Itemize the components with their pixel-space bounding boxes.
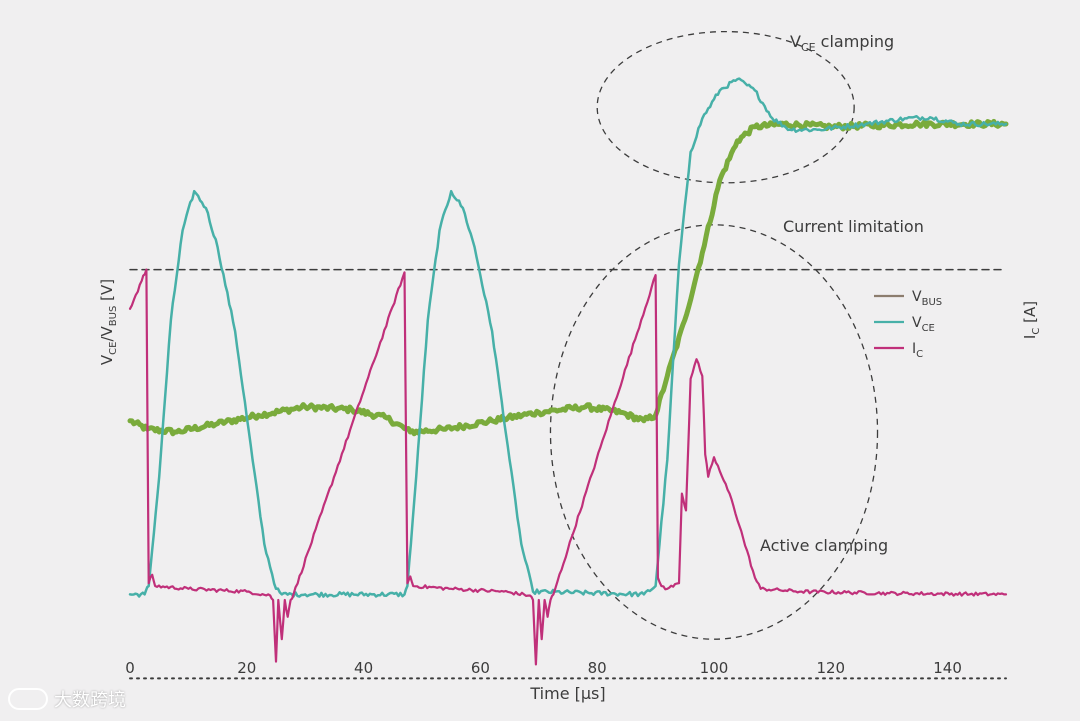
x-tick-label: 140	[933, 659, 962, 677]
vce-clamping-label: VCE clamping	[790, 32, 894, 54]
x-tick-label: 80	[588, 659, 607, 677]
x-tick-label: 120	[816, 659, 845, 677]
annotations	[549, 30, 879, 640]
x-axis: 0 20 40 60 80 100 120 140	[125, 659, 962, 677]
watermark-text: 大数跨境	[54, 690, 126, 711]
x-tick-label: 60	[471, 659, 490, 677]
series-layer	[127, 77, 1009, 666]
legend-label: IC	[912, 341, 923, 360]
watermark-logo-icon	[8, 688, 48, 710]
y-axis-label-left: VCE/VBUS [V]	[98, 279, 119, 365]
series-vbus-line	[127, 118, 1009, 437]
legend-label: VBUS	[912, 289, 942, 308]
series-ic-line	[128, 268, 1008, 666]
current-limitation-label: Current limitation	[783, 217, 924, 236]
active-clamping-ellipse	[549, 224, 879, 640]
x-tick-label: 20	[237, 659, 256, 677]
active-clamping-label: Active clamping	[760, 536, 888, 555]
watermark: 大数跨境	[8, 686, 126, 712]
x-tick-label: 100	[700, 659, 729, 677]
y-axis-label-right: IC [A]	[1021, 301, 1042, 339]
x-tick-label: 40	[354, 659, 373, 677]
legend-label: VCE	[912, 315, 935, 334]
vce-clamping-ellipse	[596, 30, 855, 184]
x-tick-label: 0	[125, 659, 135, 677]
series-vce-line	[128, 77, 1008, 598]
legend: VBUS VCE IC	[874, 289, 942, 360]
reference-lines	[129, 268, 1007, 680]
x-axis-label: Time [µs]	[529, 684, 605, 703]
